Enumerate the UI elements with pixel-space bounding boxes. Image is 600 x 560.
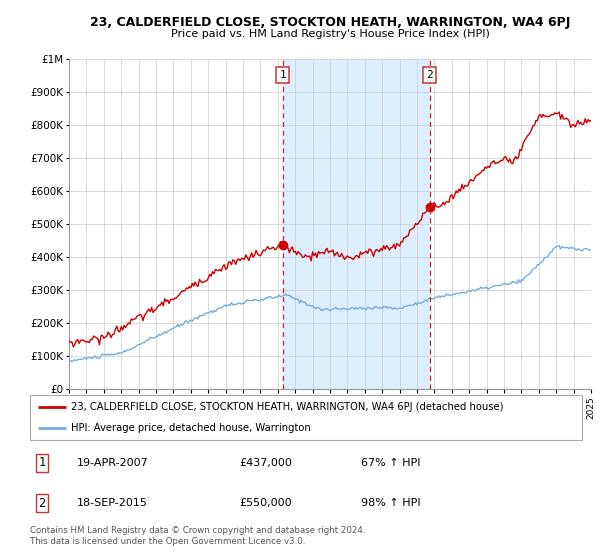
Text: 23, CALDERFIELD CLOSE, STOCKTON HEATH, WARRINGTON, WA4 6PJ: 23, CALDERFIELD CLOSE, STOCKTON HEATH, W…: [90, 16, 570, 29]
Text: 1: 1: [280, 71, 286, 80]
FancyBboxPatch shape: [30, 395, 582, 440]
Text: 1: 1: [38, 456, 46, 469]
Text: £550,000: £550,000: [240, 498, 292, 508]
Text: 98% ↑ HPI: 98% ↑ HPI: [361, 498, 421, 508]
Text: 2: 2: [426, 71, 433, 80]
Text: 67% ↑ HPI: 67% ↑ HPI: [361, 458, 421, 468]
Text: £437,000: £437,000: [240, 458, 293, 468]
Text: Price paid vs. HM Land Registry's House Price Index (HPI): Price paid vs. HM Land Registry's House …: [170, 29, 490, 39]
Text: 23, CALDERFIELD CLOSE, STOCKTON HEATH, WARRINGTON, WA4 6PJ (detached house): 23, CALDERFIELD CLOSE, STOCKTON HEATH, W…: [71, 402, 504, 412]
Text: HPI: Average price, detached house, Warrington: HPI: Average price, detached house, Warr…: [71, 422, 311, 432]
Bar: [283, 59, 430, 389]
Text: 2: 2: [38, 497, 46, 510]
Text: 18-SEP-2015: 18-SEP-2015: [77, 498, 148, 508]
Text: 19-APR-2007: 19-APR-2007: [77, 458, 149, 468]
Text: Contains HM Land Registry data © Crown copyright and database right 2024.
This d: Contains HM Land Registry data © Crown c…: [30, 526, 365, 546]
